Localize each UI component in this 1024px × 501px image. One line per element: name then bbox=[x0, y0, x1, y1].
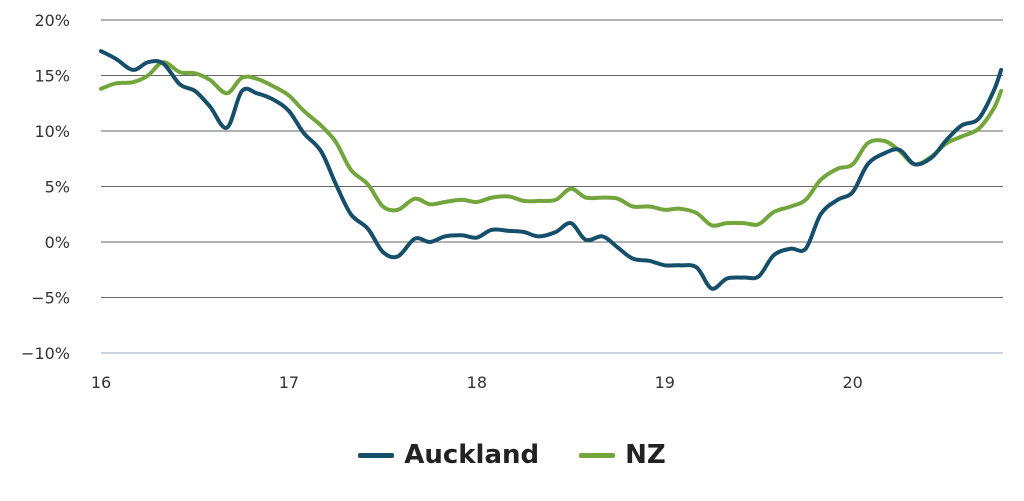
series-lines bbox=[99, 49, 1004, 291]
legend-label-auckland: Auckland bbox=[404, 440, 540, 470]
legend-label-nz: NZ bbox=[625, 440, 666, 470]
y-axis-tick-labels: −10% −5% 0% 5% 10% 15% 20% bbox=[21, 11, 70, 363]
series-line-nz bbox=[99, 60, 1004, 228]
x-tick-label-0: 16 bbox=[91, 373, 111, 392]
legend-swatch-auckland bbox=[358, 452, 395, 458]
x-tick-label-1: 17 bbox=[279, 373, 299, 392]
legend-item-auckland: Auckland bbox=[358, 440, 539, 470]
series-line-auckland bbox=[99, 49, 1004, 291]
y-tick-label-5: 15% bbox=[34, 67, 70, 86]
x-tick-label-4: 20 bbox=[842, 373, 862, 392]
legend-item-nz: NZ bbox=[579, 440, 666, 470]
legend-swatch-nz bbox=[579, 452, 616, 458]
y-tick-label-3: 5% bbox=[45, 178, 70, 197]
legend: Auckland NZ bbox=[0, 430, 1024, 480]
x-axis-tick-labels: 16 17 18 19 20 bbox=[91, 373, 863, 392]
y-tick-label-4: 10% bbox=[34, 122, 70, 141]
y-tick-label-2: 0% bbox=[45, 233, 70, 252]
x-tick-label-3: 19 bbox=[655, 373, 675, 392]
x-tick-label-2: 18 bbox=[467, 373, 487, 392]
y-tick-label-0: −10% bbox=[21, 344, 70, 363]
gridlines bbox=[101, 19, 1003, 354]
y-tick-label-1: −5% bbox=[31, 289, 70, 308]
y-tick-label-6: 20% bbox=[34, 11, 70, 30]
